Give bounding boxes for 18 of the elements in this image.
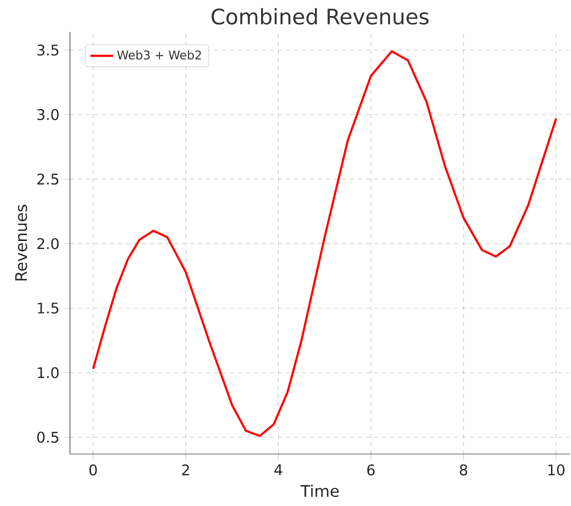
x-tick-label: 6 — [367, 464, 375, 476]
y-tick-label: 3.0 — [37, 109, 59, 120]
x-tick-label: 2 — [182, 464, 189, 476]
y-tick-label: 1.0 — [38, 367, 59, 378]
chart-title: Combined Revenues — [212, 8, 429, 25]
x-tick-label: 8 — [460, 464, 468, 476]
y-tick-label: 3.5 — [37, 44, 58, 56]
y-tick-label: 2.0 — [37, 238, 59, 250]
y-axis-title: Revenues — [15, 204, 28, 280]
y-tick-label: 2.5 — [37, 174, 58, 185]
x-tick-label: 10 — [548, 464, 564, 476]
legend-label: Web3 + Web2 — [117, 50, 201, 60]
y-tick-label: 0.5 — [37, 432, 58, 443]
x-axis-title: Time — [300, 484, 339, 498]
x-tick-label: 0 — [89, 464, 97, 476]
line-series — [92, 50, 558, 437]
x-tick-label: 4 — [274, 464, 282, 476]
y-tick-label: 1.5 — [38, 302, 58, 314]
